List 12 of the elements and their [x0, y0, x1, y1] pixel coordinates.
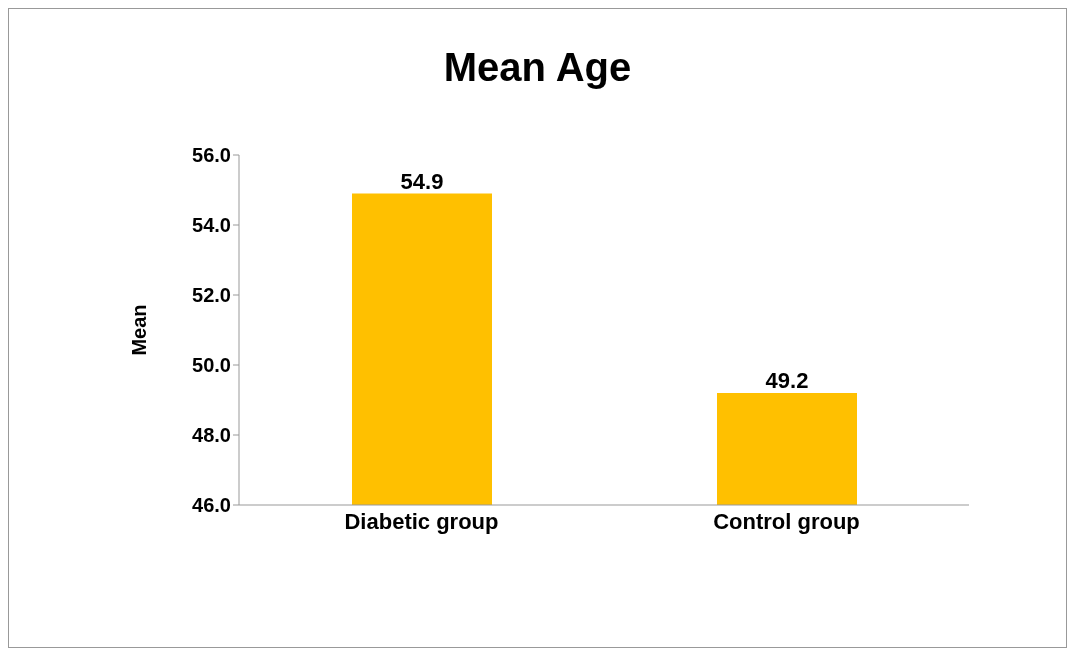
chart-title: Mean Age: [442, 45, 633, 91]
y-tick-label: 50.0: [192, 354, 231, 377]
y-tick-label: 54.0: [192, 214, 231, 237]
y-tick-label: 52.0: [192, 284, 231, 307]
y-tick-label: 46.0: [192, 494, 231, 517]
y-tick-label: 56.0: [192, 144, 231, 167]
x-tick-label: Diabetic group: [344, 508, 499, 534]
x-tick-label: Control group: [713, 508, 860, 534]
y-tick-label: 48.0: [192, 424, 231, 447]
data-label: 49.2: [765, 368, 809, 393]
data-label: 54.9: [400, 168, 444, 194]
y-axis-title: Mean: [128, 304, 151, 356]
